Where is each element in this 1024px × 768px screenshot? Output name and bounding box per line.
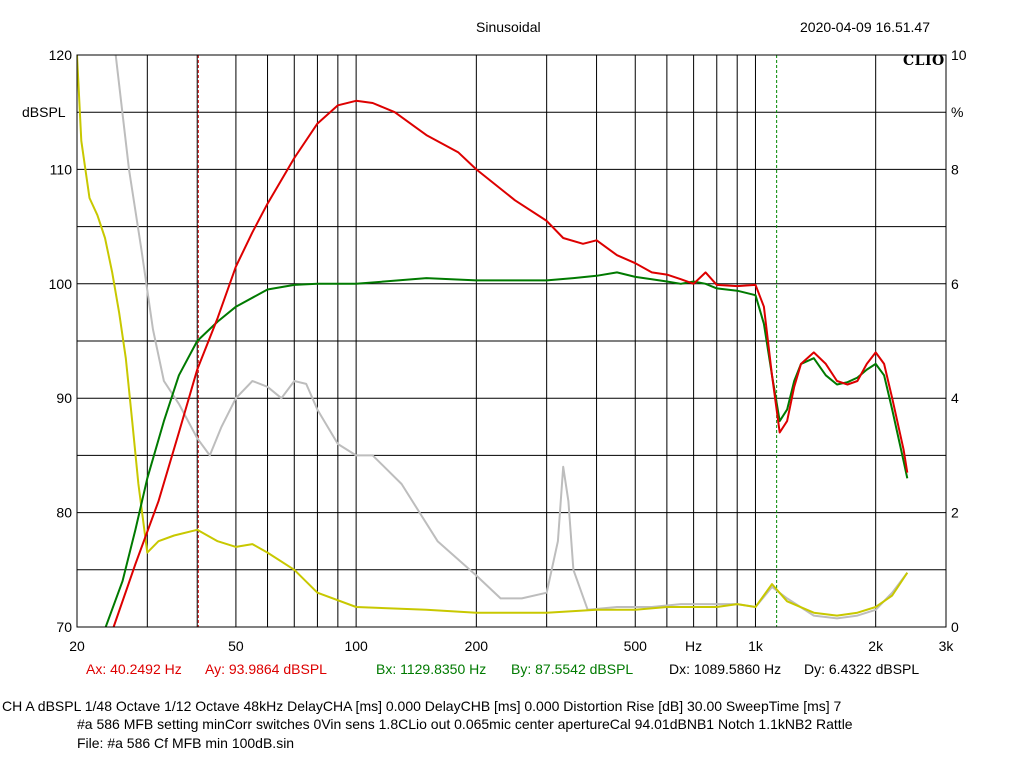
x-tick-label: 500: [624, 638, 648, 654]
x-tick-label: 50: [228, 638, 244, 654]
y2-tick-label: 8: [951, 161, 959, 177]
y2-tick-label: 2: [951, 505, 959, 521]
cursor-a-y: Ay: 93.9864 dBSPL: [205, 661, 327, 677]
series-line-green: [104, 271, 909, 627]
y-tick-label: 100: [49, 276, 73, 292]
y-tick-label: 90: [56, 390, 72, 406]
x-tick-label: 20: [69, 638, 85, 654]
cursor-a-x: Ax: 40.2492 Hz: [86, 661, 182, 677]
grid: [77, 55, 946, 627]
x-tick-label: 3k: [939, 638, 955, 654]
x-tick-label: 2k: [868, 638, 884, 654]
series-layer: [77, 55, 909, 627]
x-tick-label: 1k: [748, 638, 764, 654]
x-tick-label: Hz: [685, 638, 702, 654]
y-tick-label: 120: [49, 47, 73, 63]
measurement-settings: CH A dBSPL 1/48 Octave 1/12 Octave 48kHz…: [2, 698, 842, 714]
x-tick-label: 200: [465, 638, 489, 654]
y-tick-label: 110: [50, 161, 73, 177]
cursor-b-y: By: 87.5542 dBSPL: [511, 661, 634, 677]
cursor-b-x: Bx: 1129.8350 Hz: [376, 661, 487, 677]
chart-title: Sinusoidal: [476, 19, 541, 35]
y-tick-label: 80: [56, 505, 72, 521]
cursor-delta-x: Dx: 1089.5860 Hz: [669, 661, 782, 677]
chart-datetime: 2020-04-09 16.51.47: [800, 19, 930, 35]
y-axis-right-label: %: [951, 104, 964, 120]
clio-logo: CLIO: [903, 53, 945, 69]
series-line-yellow: [77, 55, 909, 617]
y-axis-left-label: dBSPL: [22, 104, 66, 120]
measurement-file: File: #a 586 Cf MFB min 100dB.sin: [77, 735, 295, 751]
y2-tick-label: 6: [951, 276, 959, 292]
plot-frame: [76, 54, 947, 628]
y2-tick-label: 10: [951, 47, 967, 63]
tick-labels: 70 80 90 100 110 120 0 2 4 6 8 10 20 50 100 200 500 Hz 1k 2…: [49, 47, 967, 654]
measurement-notes: #a 586 MFB setting minCorr switches 0Vin…: [77, 716, 853, 732]
y2-tick-label: 0: [951, 619, 959, 635]
series-line-gray: [114, 55, 909, 620]
cursor-delta-y: Dy: 6.4322 dBSPL: [804, 661, 920, 677]
series-line-red: [112, 99, 909, 627]
y-tick-label: 70: [56, 619, 72, 635]
x-tick-label: 100: [344, 638, 368, 654]
y2-tick-label: 4: [951, 390, 959, 406]
